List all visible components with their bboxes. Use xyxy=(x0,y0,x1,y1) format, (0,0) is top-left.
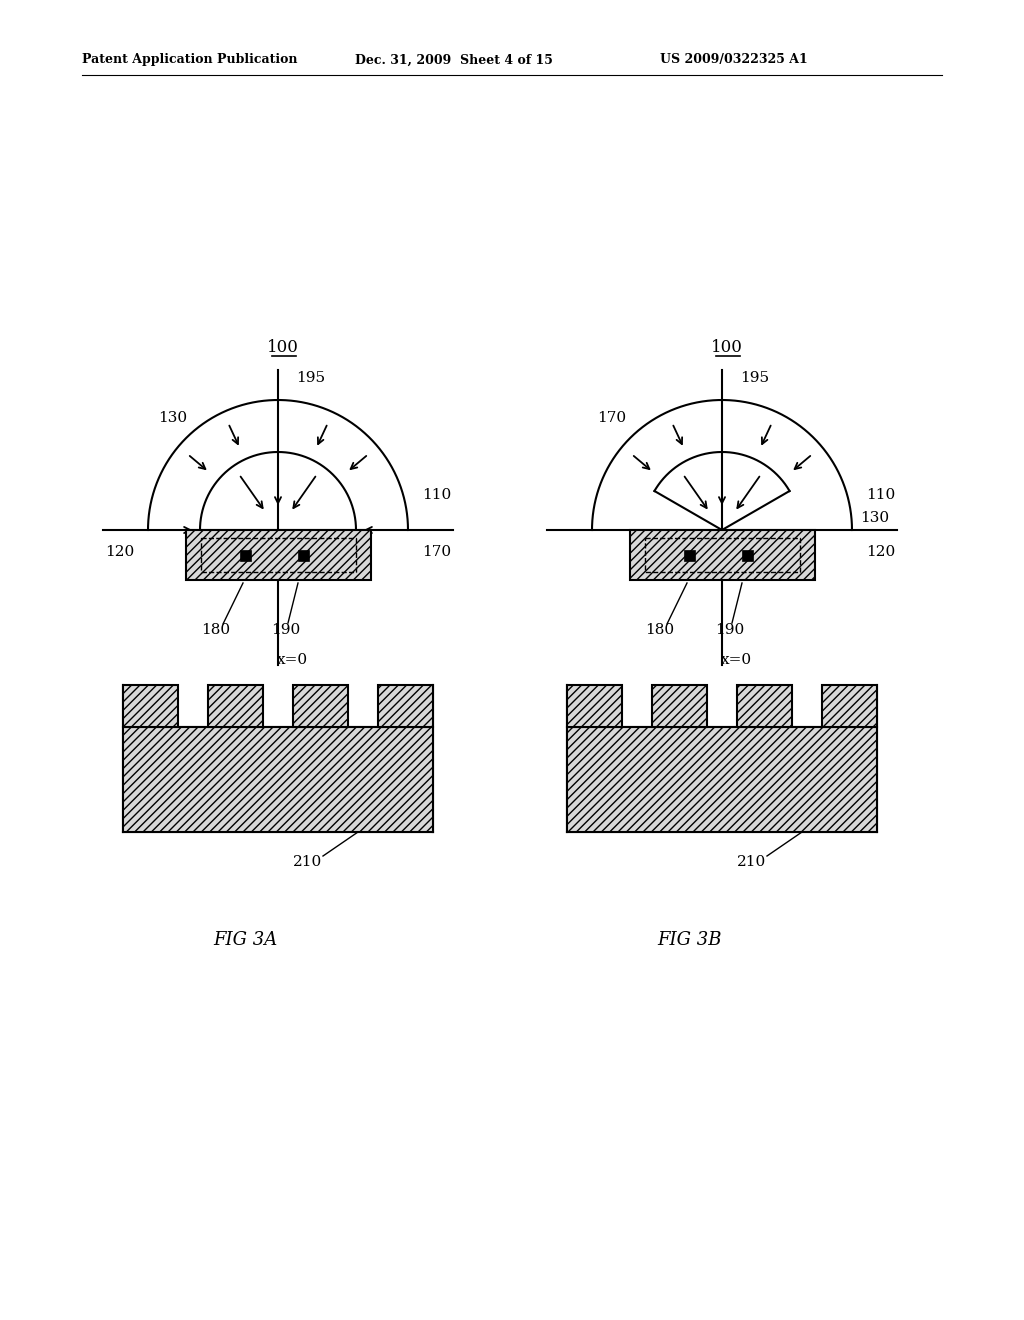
Text: 170: 170 xyxy=(422,545,452,558)
Bar xyxy=(567,727,877,832)
Text: 195: 195 xyxy=(740,371,769,385)
Bar xyxy=(123,727,433,832)
Bar xyxy=(742,549,753,561)
Bar xyxy=(822,685,877,727)
Text: x=0: x=0 xyxy=(721,653,752,667)
Text: Dec. 31, 2009  Sheet 4 of 15: Dec. 31, 2009 Sheet 4 of 15 xyxy=(355,54,553,66)
Text: 110: 110 xyxy=(866,488,895,502)
Text: 190: 190 xyxy=(716,623,744,638)
Text: 170: 170 xyxy=(597,411,626,425)
Text: 130: 130 xyxy=(158,411,187,425)
Text: Patent Application Publication: Patent Application Publication xyxy=(82,54,298,66)
Bar xyxy=(240,549,251,561)
Text: FIG 3B: FIG 3B xyxy=(657,931,722,949)
Text: 120: 120 xyxy=(866,545,895,558)
Text: 120: 120 xyxy=(104,545,134,558)
Text: 100: 100 xyxy=(267,339,299,356)
Text: US 2009/0322325 A1: US 2009/0322325 A1 xyxy=(660,54,808,66)
Text: 110: 110 xyxy=(422,488,452,502)
Bar xyxy=(208,685,263,727)
Text: 210: 210 xyxy=(293,855,323,869)
Bar xyxy=(644,539,800,572)
Bar xyxy=(298,549,309,561)
Bar xyxy=(652,685,707,727)
Bar xyxy=(737,685,792,727)
Bar xyxy=(684,549,695,561)
Bar xyxy=(293,685,348,727)
Text: x=0: x=0 xyxy=(276,653,307,667)
Text: 130: 130 xyxy=(860,511,889,525)
Bar xyxy=(630,531,814,579)
Bar xyxy=(185,531,371,579)
Text: 100: 100 xyxy=(711,339,743,356)
Text: 180: 180 xyxy=(202,623,230,638)
Text: 210: 210 xyxy=(737,855,767,869)
Bar xyxy=(201,539,355,572)
Bar xyxy=(567,685,622,727)
Text: 195: 195 xyxy=(296,371,326,385)
Bar xyxy=(123,685,178,727)
Text: 180: 180 xyxy=(645,623,675,638)
Text: FIG 3A: FIG 3A xyxy=(213,931,278,949)
Bar xyxy=(378,685,433,727)
Text: 190: 190 xyxy=(271,623,301,638)
